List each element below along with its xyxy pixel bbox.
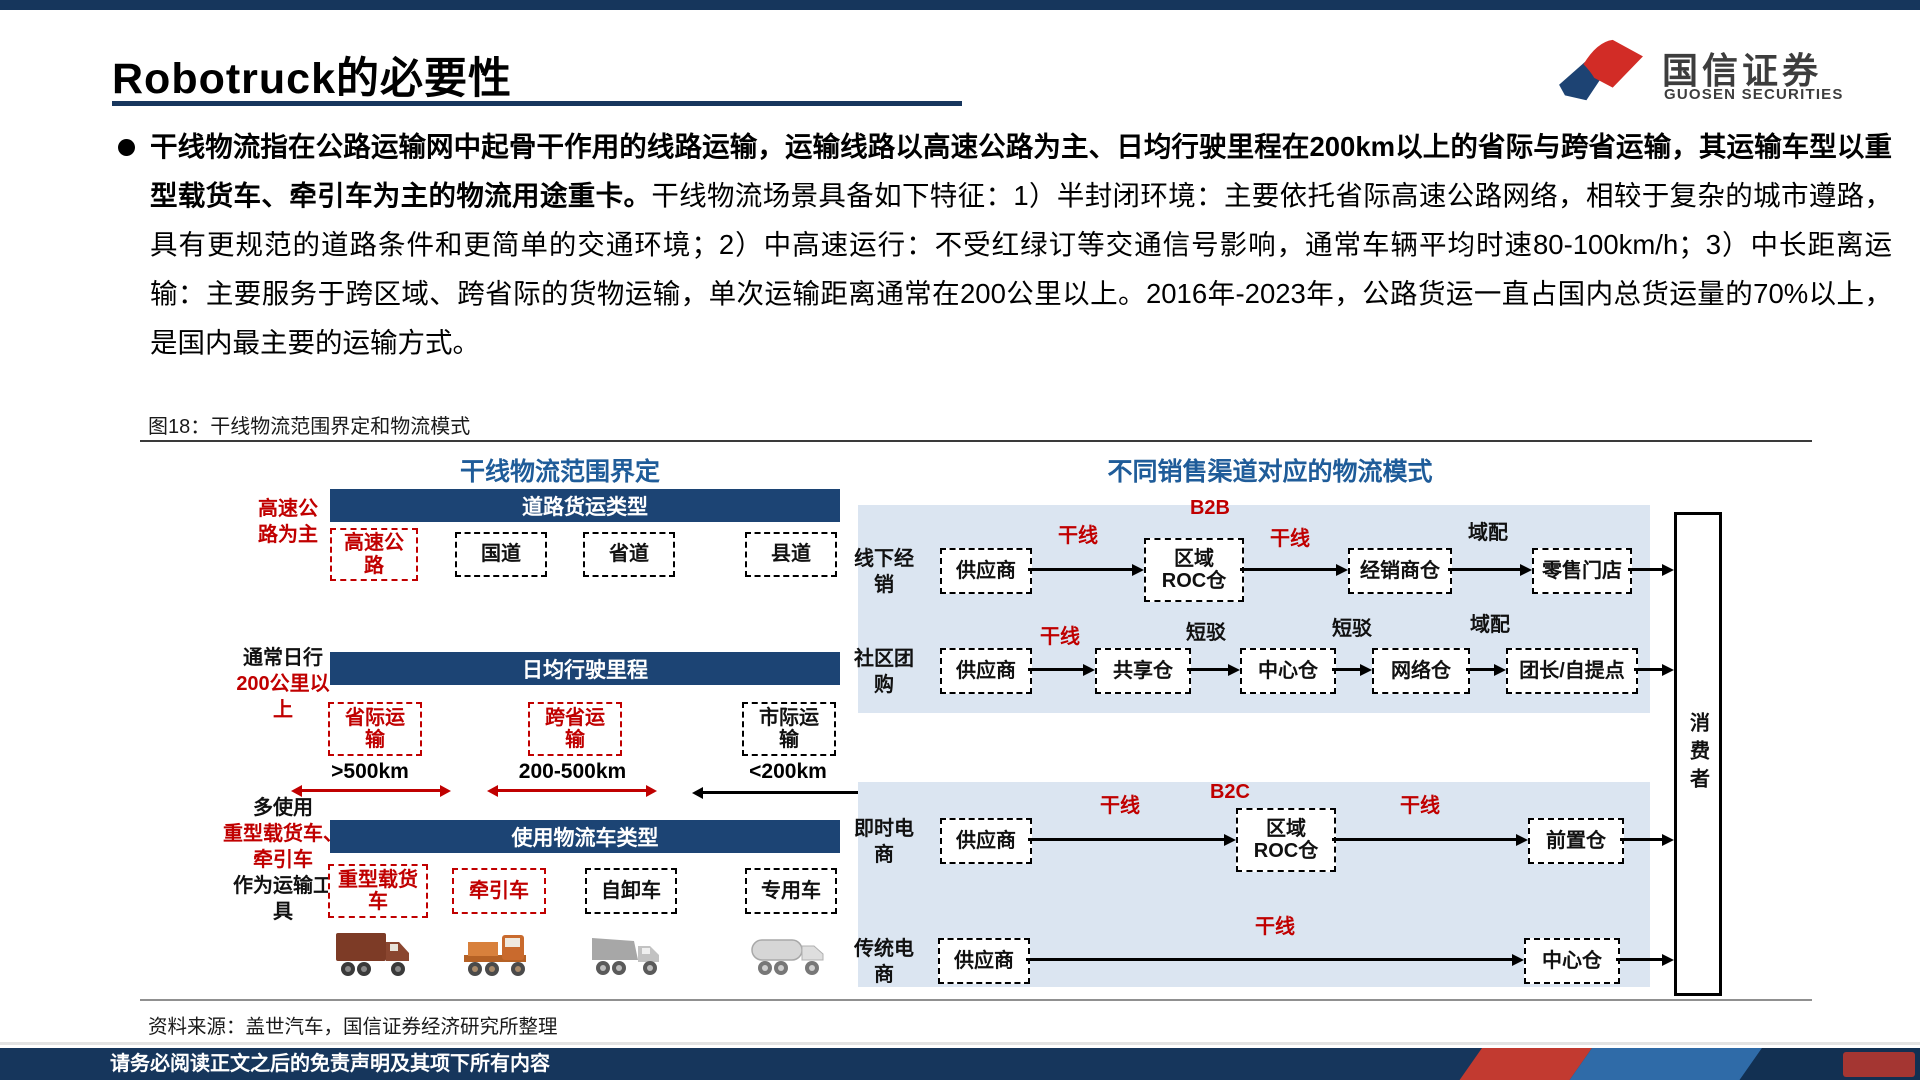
node-supplier-r3: 供应商 xyxy=(940,818,1032,864)
side-label-mileage: 通常日行 200公里以 上 xyxy=(224,645,342,723)
edge-label: 干线 xyxy=(1270,528,1310,550)
right-section-header: 不同销售渠道对应的物流模式 xyxy=(1107,458,1433,486)
box-interprovincial: 省际运 输 xyxy=(328,702,422,756)
box-highway: 高速公 路 xyxy=(330,528,418,581)
edge-label: 域配 xyxy=(1470,614,1510,636)
edge-label: 短驳 xyxy=(1332,618,1372,640)
node-network-warehouse: 网络仓 xyxy=(1372,648,1470,694)
node-supplier-r1: 供应商 xyxy=(940,548,1032,594)
top-accent-bar xyxy=(0,0,1920,10)
bar-road-type: 道路货运类型 xyxy=(330,489,840,522)
range-200-500: 200-500km xyxy=(518,760,627,783)
side-label-vehicle-top: 多使用 xyxy=(253,797,313,819)
node-group-leader: 团长/自提点 xyxy=(1506,648,1638,694)
flow-arrow xyxy=(1466,668,1494,671)
range-under200: <200km xyxy=(749,760,827,783)
flow-arrow xyxy=(1620,838,1662,841)
tanker-truck-icon xyxy=(750,928,828,985)
side-label-vehicle-bottom: 作为运输工 具 xyxy=(233,875,333,923)
node-roc-r1: 区域 ROC仓 xyxy=(1144,538,1244,602)
range-over500: >500km xyxy=(331,760,409,783)
side-label-vehicle-red: 重型载货车、 牵引车 xyxy=(223,823,343,871)
node-retail-store: 零售门店 xyxy=(1532,548,1632,594)
footer-divider xyxy=(0,1042,1920,1045)
range-arrow-3 xyxy=(703,791,873,794)
side-label-highway: 高速公 路为主 xyxy=(258,498,318,546)
source-rule xyxy=(140,999,1812,1001)
edge-label: 干线 xyxy=(1255,916,1295,938)
corner-watermark xyxy=(1843,1052,1915,1077)
box-heavy-truck: 重型载货 车 xyxy=(328,864,428,918)
flow-arrow xyxy=(1628,568,1662,571)
logo-name-cn: 国信证券 xyxy=(1662,50,1823,91)
edge-label: 干线 xyxy=(1040,626,1080,648)
flow-arrow xyxy=(1448,568,1520,571)
flow-arrow xyxy=(1616,958,1662,961)
source-note: 资料来源：盖世汽车，国信证券经济研究所整理 xyxy=(148,1016,558,1038)
footer-bar: 请务必阅读正文之后的免责声明及其项下所有内容 xyxy=(0,1048,1920,1080)
box-crossprovince: 跨省运 输 xyxy=(528,702,622,756)
flow-arrow xyxy=(1028,838,1224,841)
dump-truck-icon xyxy=(588,928,666,985)
edge-label: 干线 xyxy=(1058,525,1098,547)
edge-label: B2C xyxy=(1209,781,1250,803)
channel-community: 社区团 购 xyxy=(854,648,914,696)
intro-rest: 干线物流场景具备如下特征：1）半封闭环境：主要依托省际高速公路网络，相较于复杂的… xyxy=(150,180,1893,358)
flow-arrow xyxy=(1240,568,1336,571)
edge-label: 短驳 xyxy=(1186,622,1226,644)
figure-caption: 图18：干线物流范围界定和物流模式 xyxy=(148,416,471,438)
node-dealer-warehouse: 经销商仓 xyxy=(1348,548,1452,594)
box-tractor: 牵引车 xyxy=(452,868,546,914)
flow-arrow xyxy=(1332,668,1360,671)
box-provincial-road: 省道 xyxy=(583,532,675,577)
consumer-box: 消费者 xyxy=(1674,512,1722,996)
intro-paragraph: 干线物流指在公路运输网中起骨干作用的线路运输，运输线路以高速公路为主、日均行驶里… xyxy=(150,122,1892,367)
channel-offline: 线下经 销 xyxy=(854,548,914,596)
bar-vehicle-type: 使用物流车类型 xyxy=(330,820,840,853)
node-roc-r3: 区域 ROC仓 xyxy=(1236,808,1336,872)
flow-arrow xyxy=(1028,568,1132,571)
edge-label: 干线 xyxy=(1400,795,1440,817)
node-central-warehouse-r4: 中心仓 xyxy=(1524,938,1620,984)
edge-label: 域配 xyxy=(1468,522,1508,544)
range-arrow-1 xyxy=(302,789,440,792)
flow-arrow xyxy=(1026,958,1512,961)
bullet-dot xyxy=(118,139,135,156)
disclaimer-text: 请务必阅读正文之后的免责声明及其项下所有内容 xyxy=(110,1053,550,1075)
footer-blue-stripe xyxy=(1556,1048,1770,1080)
edge-label: B2B xyxy=(1189,497,1230,519)
title-underline xyxy=(112,101,962,106)
node-front-warehouse: 前置仓 xyxy=(1528,818,1624,864)
edge-label: 干线 xyxy=(1100,795,1140,817)
flow-arrow xyxy=(1187,668,1228,671)
flow-arrow xyxy=(1028,668,1083,671)
channel-instant: 即时电 商 xyxy=(854,818,914,866)
channel-traditional: 传统电 商 xyxy=(854,938,914,986)
intro-bold: 干线物流指在公路运输网中起骨干作用的线路运输，运输线路以高速公路为主、日均行驶里… xyxy=(150,131,1892,211)
box-intercity: 市际运 输 xyxy=(742,702,836,756)
node-shared-warehouse: 共享仓 xyxy=(1095,648,1191,694)
heavy-truck-icon xyxy=(334,928,414,985)
box-dump-truck: 自卸车 xyxy=(585,868,677,914)
logo-name-en: GUOSEN SECURITIES xyxy=(1664,86,1844,103)
flow-arrow xyxy=(1634,668,1662,671)
side-label-vehicle: 多使用 重型载货车、 牵引车 作为运输工 具 xyxy=(218,795,348,925)
left-section-header: 干线物流范围界定 xyxy=(459,458,660,486)
node-supplier-r4: 供应商 xyxy=(938,938,1030,984)
box-national-road: 国道 xyxy=(455,532,547,577)
page-title: Robotruck的必要性 xyxy=(112,55,512,103)
box-special-truck: 专用车 xyxy=(745,868,837,914)
side-label-mileage-red: 200公里以 上 xyxy=(236,673,330,721)
guosen-logo-icon xyxy=(1552,34,1652,112)
node-central-warehouse-r2: 中心仓 xyxy=(1240,648,1336,694)
node-supplier-r2: 供应商 xyxy=(940,648,1032,694)
range-arrow-2 xyxy=(498,789,646,792)
side-label-mileage-black: 通常日行 xyxy=(243,647,323,669)
bar-daily-mileage: 日均行驶里程 xyxy=(330,652,840,685)
caption-rule xyxy=(140,440,1812,442)
box-county-road: 县道 xyxy=(745,532,837,577)
tractor-truck-icon xyxy=(460,928,538,985)
flow-arrow xyxy=(1332,838,1516,841)
